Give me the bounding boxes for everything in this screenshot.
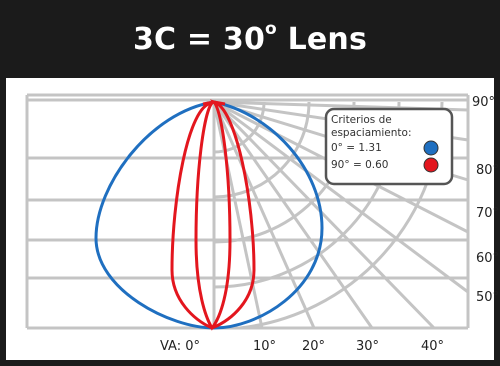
grid-radial [213,100,469,294]
grid-radial [212,101,264,329]
chart-title: 3C = 30o Lens [132,18,368,57]
grid-arc [213,101,311,199]
grid-arc [213,101,266,154]
legend-heading-line-1: Criterios de [331,114,392,126]
series-90-cap [202,100,226,106]
side-angle-label: 70° [476,206,499,221]
side-angle-label: 50° [476,290,499,305]
legend-swatch-red [423,157,439,173]
grid-radial [212,100,436,330]
vertical-angle-label: 30° [356,339,379,354]
legend: Criterios de espaciamiento: 0° = 1.31 90… [324,107,454,186]
vertical-angle-label: 40° [421,339,444,354]
side-angle-label: 90° [472,95,495,110]
side-angle-label: 80° [476,163,499,178]
vertical-angle-label: VA: 0° [160,339,200,354]
grid-radial [212,101,374,329]
legend-swatch-blue [423,140,439,156]
series-0-curve [94,100,324,330]
legend-entry-label: 0° = 1.31 [331,142,382,154]
title-bar: 3C = 30o Lens [0,0,500,78]
legend-box [324,107,454,186]
legend-entry-label: 90° = 0.60 [331,159,388,171]
vertical-angle-label: 10° [253,339,276,354]
side-angle-label: 60° [476,251,499,266]
legend-heading-line-2: espaciamiento: [331,127,412,139]
vertical-angle-label: 20° [302,339,325,354]
